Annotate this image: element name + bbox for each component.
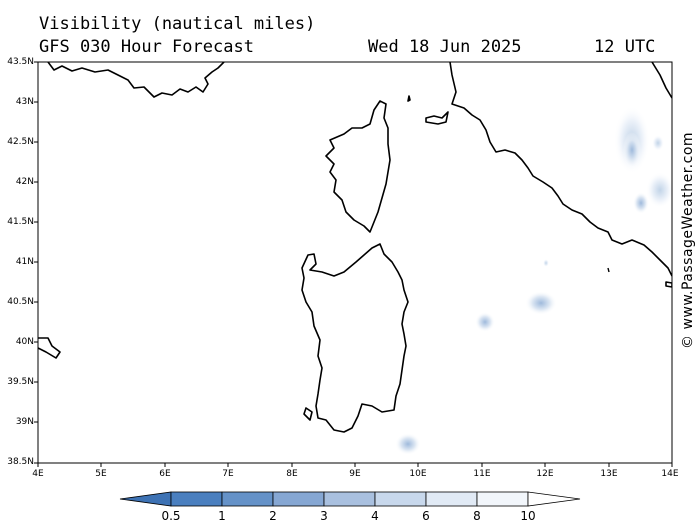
lon-label: 8E <box>286 469 298 479</box>
colorbar-label: 6 <box>422 509 430 523</box>
lat-label: 42N <box>15 177 34 187</box>
lat-label: 43N <box>15 97 34 107</box>
lat-label: 43.5N <box>7 57 34 67</box>
visibility-shading <box>395 106 672 455</box>
credit-watermark: © www.PassageWeather.com <box>680 131 696 349</box>
coastlines <box>38 62 672 433</box>
lon-label: 13E <box>600 469 618 479</box>
island-sant-antioco <box>303 407 313 421</box>
island-capraia <box>407 95 411 102</box>
lat-label: 40.5N <box>7 297 34 307</box>
colorbar-low-arrow <box>119 491 172 507</box>
island-corsica <box>325 100 391 233</box>
colorbar <box>119 491 581 507</box>
lon-label: 5E <box>95 469 107 479</box>
island-sardinia <box>301 243 409 433</box>
colorbar-label: 10 <box>520 509 536 523</box>
coast-france-italy-north <box>47 62 225 98</box>
axis-ticks <box>34 61 673 467</box>
map-title: Visibility (nautical miles) <box>39 14 316 34</box>
lat-label: 39N <box>15 417 34 427</box>
lat-label: 41.5N <box>7 217 34 227</box>
coast-italy-south <box>665 281 672 288</box>
colorbar-label: 0.5 <box>161 509 181 523</box>
lon-label: 14E <box>661 469 679 479</box>
island-ponza <box>607 267 610 273</box>
island-menorca <box>38 337 61 359</box>
colorbar-label: 3 <box>320 509 328 523</box>
colorbar-segment <box>425 491 478 507</box>
coast-italy-west <box>449 62 672 277</box>
coast-italy-east <box>651 62 672 99</box>
forecast-date: Wed 18 Jun 2025 <box>368 37 522 57</box>
lon-label: 6E <box>159 469 171 479</box>
lon-label: 4E <box>32 469 44 479</box>
colorbar-label: 2 <box>269 509 277 523</box>
island-elba <box>425 111 449 125</box>
colorbar-label: 8 <box>473 509 481 523</box>
lat-label: 40N <box>15 337 34 347</box>
colorbar-segment <box>170 491 223 507</box>
lon-label: 12E <box>536 469 554 479</box>
lon-label: 11E <box>473 469 491 479</box>
lat-label: 41N <box>15 257 34 267</box>
lat-label: 39.5N <box>7 377 34 387</box>
forecast-time: 12 UTC <box>594 37 656 57</box>
colorbar-label: 1 <box>218 509 226 523</box>
colorbar-segment <box>272 491 325 507</box>
colorbar-label: 4 <box>371 509 379 523</box>
colorbar-high-arrow <box>527 491 581 507</box>
colorbar-segment <box>221 491 274 507</box>
colorbar-segment <box>374 491 427 507</box>
lat-label: 42.5N <box>7 137 34 147</box>
lat-label: 38.5N <box>7 457 34 467</box>
forecast-label: GFS 030 Hour Forecast <box>39 37 254 57</box>
lon-label: 10E <box>409 469 427 479</box>
colorbar-segment <box>476 491 529 507</box>
lon-label: 7E <box>222 469 234 479</box>
lon-label: 9E <box>349 469 361 479</box>
colorbar-segment <box>323 491 376 507</box>
